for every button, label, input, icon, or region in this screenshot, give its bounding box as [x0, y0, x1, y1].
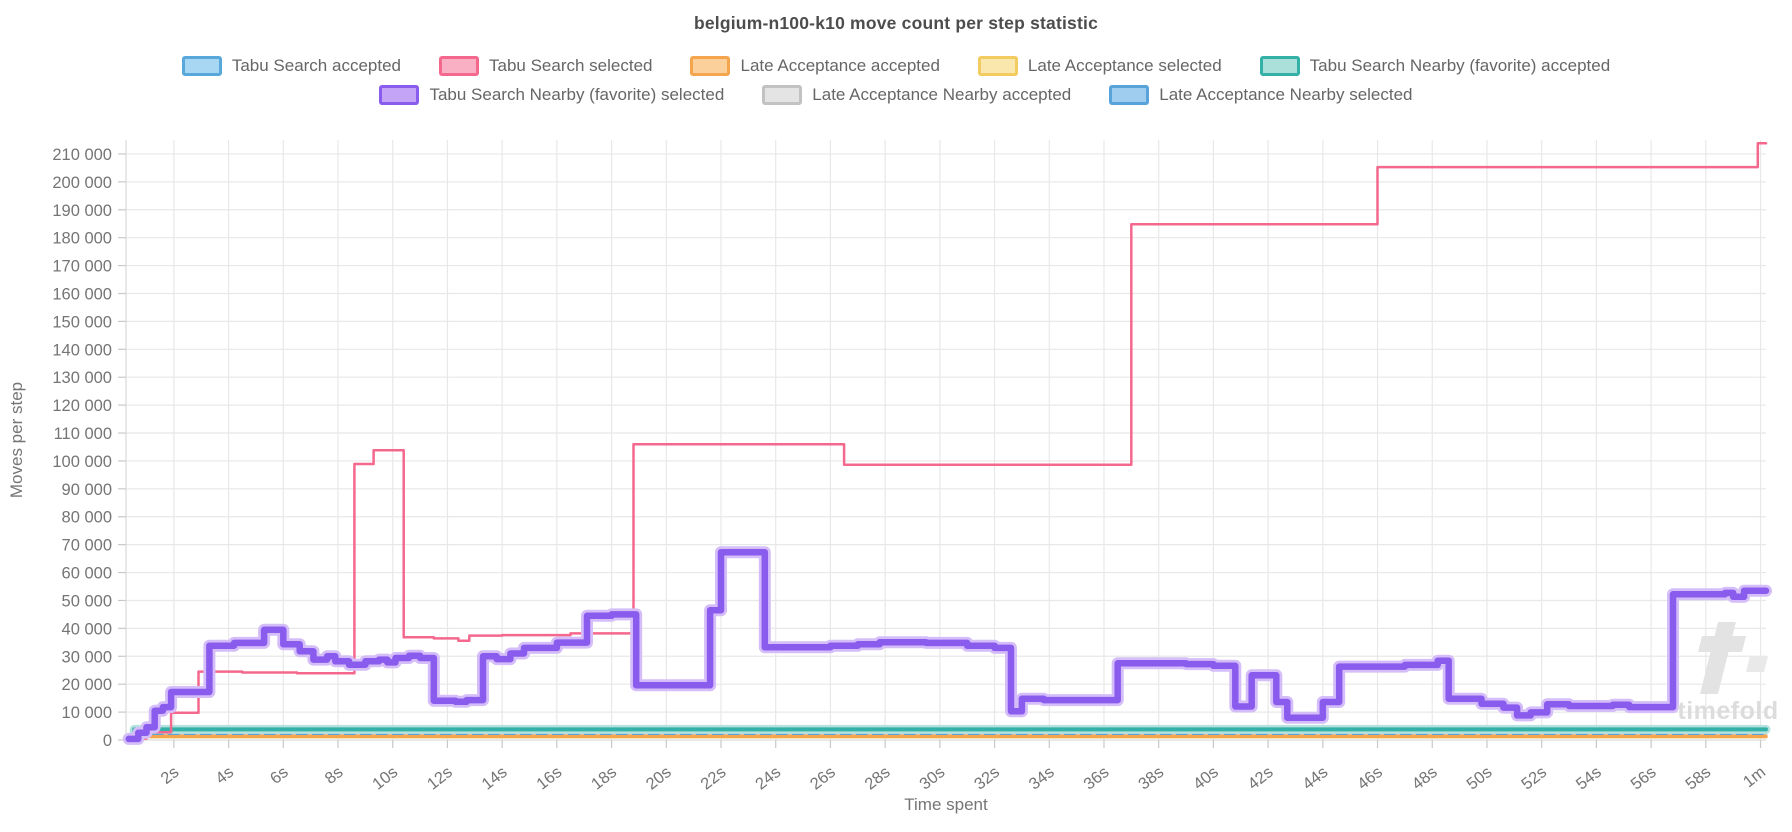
x-tick-label: 26s	[807, 763, 839, 794]
legend-row: Tabu Search Nearby (favorite) selected La…	[379, 85, 1413, 105]
timefold-watermark: timefold	[1677, 622, 1778, 725]
legend-swatch-icon	[690, 56, 731, 76]
legend-swatch-icon	[379, 85, 420, 105]
y-tick-label: 210 000	[52, 146, 112, 164]
y-tick-label: 40 000	[62, 620, 112, 638]
x-tick-label: 32s	[971, 763, 1003, 794]
legend-swatch-icon	[762, 85, 803, 105]
y-tick-label: 170 000	[52, 258, 112, 276]
y-tick-label: 90 000	[62, 481, 112, 499]
x-tick-label: 38s	[1135, 763, 1167, 794]
legend-swatch-icon	[1109, 85, 1150, 105]
y-tick-label: 0	[103, 732, 112, 750]
watermark-label: timefold	[1677, 697, 1778, 725]
legend-label: Late Acceptance selected	[1027, 56, 1222, 75]
y-tick-label: 80 000	[62, 509, 112, 527]
x-tick-label: 1m	[1740, 763, 1769, 791]
chart-canvas: 0 10 000 20 000 30 000 40 000 50 000 60 000 70 …	[7, 140, 1778, 814]
y-tick-label: 180 000	[52, 230, 112, 248]
legend-item-late-acceptance-nearby-selected[interactable]: Late Acceptance Nearby selected	[1109, 85, 1413, 105]
x-tick-label: 22s	[697, 763, 729, 794]
x-tick-label: 8s	[322, 763, 347, 788]
x-tick-label: 36s	[1080, 763, 1112, 794]
legend-item-tabu-search-nearby-favorite-selected[interactable]: Tabu Search Nearby (favorite) selected	[379, 85, 724, 105]
legend-item-tabu-search-selected[interactable]: Tabu Search selected	[438, 56, 653, 76]
x-tick-label: 14s	[479, 763, 511, 794]
x-tick-label: 18s	[588, 763, 620, 794]
legend-label: Tabu Search accepted	[231, 56, 401, 75]
legend-swatch-icon	[977, 56, 1018, 76]
legend-row: Tabu Search accepted Tabu Search selected…	[181, 56, 1611, 76]
y-tick-label: 60 000	[62, 565, 112, 583]
chart-legend: Tabu Search accepted Tabu Search selected…	[0, 56, 1792, 105]
x-tick-label: 50s	[1463, 763, 1495, 794]
x-tick-label: 28s	[862, 763, 894, 794]
legend-label: Late Acceptance accepted	[740, 56, 940, 75]
x-tick-label: 48s	[1409, 763, 1441, 794]
x-tick-label: 4s	[212, 763, 237, 788]
legend-swatch-icon	[438, 56, 479, 76]
x-tick-label: 56s	[1628, 763, 1660, 794]
x-tick-label: 24s	[752, 763, 784, 794]
legend-label: Late Acceptance Nearby accepted	[812, 85, 1072, 104]
x-tick-label: 58s	[1682, 763, 1714, 794]
x-tick-label: 10s	[369, 763, 401, 794]
legend-item-tabu-search-nearby-favorite-accepted[interactable]: Tabu Search Nearby (favorite) accepted	[1259, 56, 1611, 76]
legend-label: Late Acceptance Nearby selected	[1159, 85, 1413, 104]
legend-swatch-icon	[181, 56, 222, 76]
x-tick-label: 20s	[643, 763, 675, 794]
y-tick-label: 140 000	[52, 341, 112, 359]
x-tick-label: 30s	[916, 763, 948, 794]
y-tick-label: 10 000	[62, 704, 112, 722]
x-tick-label: 16s	[533, 763, 565, 794]
legend-item-late-acceptance-nearby-accepted[interactable]: Late Acceptance Nearby accepted	[762, 85, 1071, 105]
y-tick-label: 120 000	[52, 397, 112, 415]
y-tick-label: 130 000	[52, 369, 112, 387]
y-tick-label: 50 000	[62, 592, 112, 610]
y-tick-label: 150 000	[52, 313, 112, 331]
x-tick-label: 46s	[1354, 763, 1386, 794]
y-axis-label: Moves per step	[7, 382, 26, 498]
x-tick-label: 40s	[1190, 763, 1222, 794]
legend-label: Tabu Search selected	[488, 56, 653, 75]
y-tick-label: 190 000	[52, 202, 112, 220]
legend-label: Tabu Search Nearby (favorite) accepted	[1309, 56, 1611, 75]
y-tick-label: 200 000	[52, 174, 112, 192]
x-tick-label: 6s	[267, 763, 292, 788]
legend-swatch-icon	[1259, 56, 1300, 76]
series-line-late-acceptance-accepted	[125, 734, 1768, 742]
x-tick-label: 52s	[1518, 763, 1550, 794]
x-tick-label: 2s	[158, 763, 183, 788]
x-tick-label: 12s	[424, 763, 456, 794]
legend-item-tabu-search-accepted[interactable]: Tabu Search accepted	[181, 56, 401, 76]
chart-gridlines	[126, 140, 1766, 741]
series-line-tabu-search-selected	[128, 142, 1768, 740]
y-tick-label: 30 000	[62, 648, 112, 666]
series-line-tabu-search-nearby-favorite-selected	[125, 548, 1770, 743]
x-tick-label: 42s	[1245, 763, 1277, 794]
chart-series	[122, 142, 1772, 745]
x-tick-label: 34s	[1026, 763, 1058, 794]
x-axis-label: Time spent	[904, 795, 988, 814]
y-tick-label: 100 000	[52, 453, 112, 471]
chart-title: belgium-n100-k10 move count per step sta…	[693, 13, 1099, 33]
y-tick-label: 20 000	[62, 676, 112, 694]
y-tick-label: 110 000	[54, 425, 112, 443]
legend-label: Tabu Search Nearby (favorite) selected	[429, 85, 725, 104]
legend-item-late-acceptance-selected[interactable]: Late Acceptance selected	[977, 56, 1222, 76]
x-tick-label: 44s	[1299, 763, 1331, 794]
x-tick-label: 54s	[1573, 763, 1605, 794]
legend-item-late-acceptance-accepted[interactable]: Late Acceptance accepted	[690, 56, 940, 76]
y-tick-label: 160 000	[52, 285, 112, 303]
y-tick-label: 70 000	[62, 537, 112, 555]
